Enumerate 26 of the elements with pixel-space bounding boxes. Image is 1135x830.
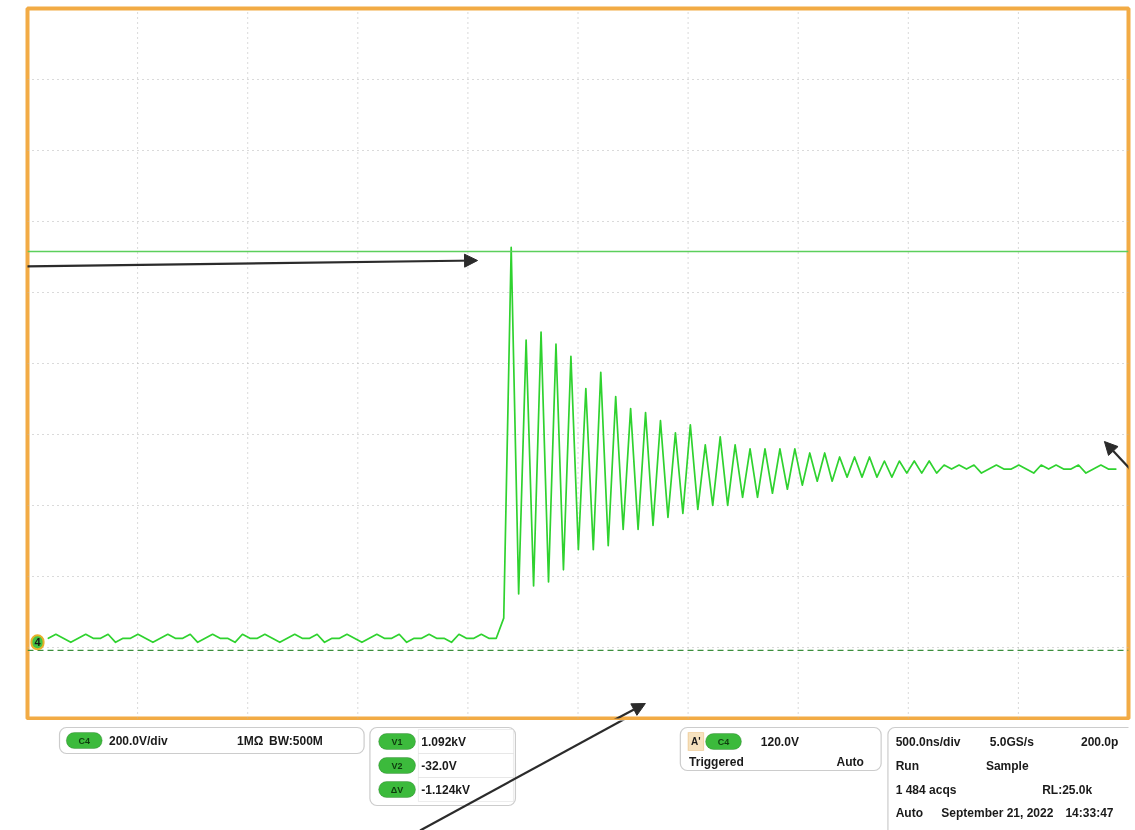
text: 5.0GS/s xyxy=(989,734,1035,749)
text: 1.092kV xyxy=(421,734,467,749)
text: 500.0ns/div xyxy=(895,734,961,749)
text: Auto xyxy=(836,754,864,769)
annotation: 4 xyxy=(34,636,42,649)
text: V2 xyxy=(391,760,403,771)
text: V1 xyxy=(391,736,403,747)
text: September 21, 2022 xyxy=(941,805,1054,820)
text: 14:33:47 xyxy=(1065,805,1114,820)
text: ΔV xyxy=(390,784,404,795)
text: Run xyxy=(895,758,920,773)
text: 1 484 acqs xyxy=(895,782,957,797)
text: Auto xyxy=(895,805,924,820)
text: Triggered xyxy=(689,754,744,769)
text: 200.0V/div xyxy=(108,733,169,748)
text: 120.0V xyxy=(760,734,799,749)
text: C4 xyxy=(78,735,91,746)
text: RL:25.0k xyxy=(1042,782,1093,797)
text: A' xyxy=(691,736,701,747)
text: Sample xyxy=(985,758,1029,773)
text: BW:500M xyxy=(269,733,323,748)
text: -1.124kV xyxy=(421,782,471,797)
text: 200.0p xyxy=(1080,734,1119,749)
text: C4 xyxy=(717,736,730,747)
text: 1MΩ xyxy=(237,733,264,748)
text: -32.0V xyxy=(421,758,457,773)
